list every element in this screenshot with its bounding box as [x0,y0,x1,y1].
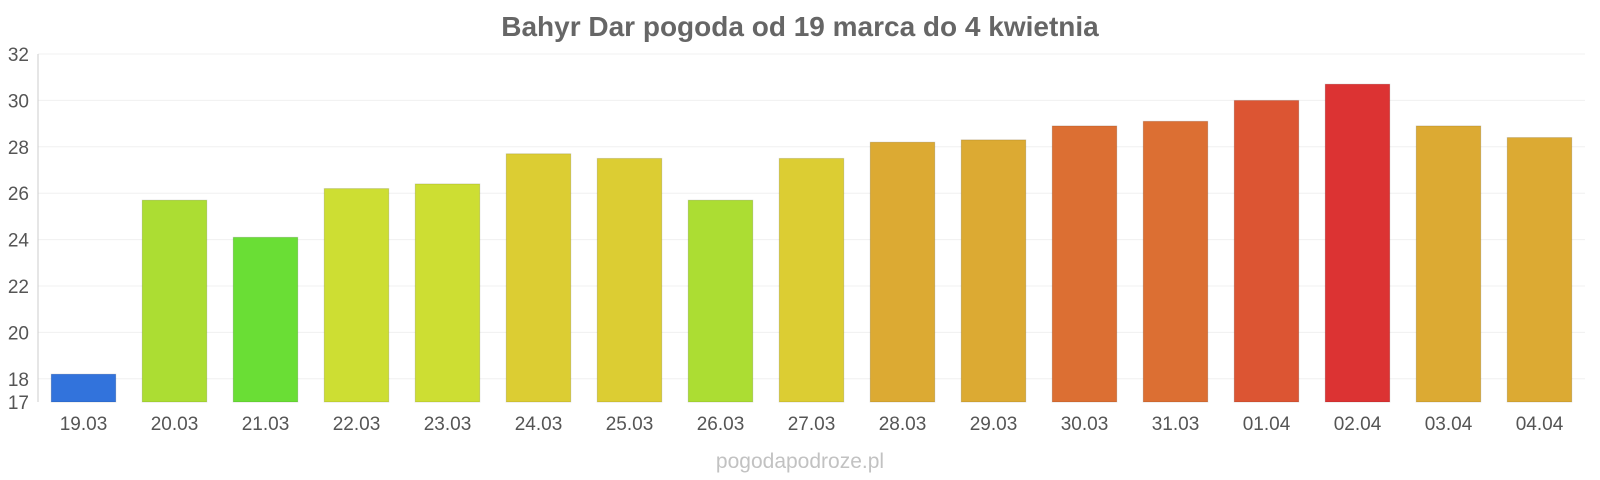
bar-30.03 [1051,125,1118,403]
bar-24.03 [505,153,572,403]
bar-20.03 [141,199,208,403]
y-tick-label: 24 [8,231,30,252]
x-tick-label: 27.03 [788,414,836,435]
bar-01.04 [1233,99,1300,403]
x-tick-label: 21.03 [242,414,290,435]
x-tick-label: 28.03 [879,414,927,435]
y-tick-label: 17 [8,393,29,414]
site-watermark: pogodapodroze.pl [715,450,885,473]
x-tick-label: 29.03 [970,414,1018,435]
y-tick-label: 30 [8,91,29,112]
chart-title: Bahyr Dar pogoda od 19 marca do 4 kwietn… [501,11,1099,42]
x-tick-label: 19.03 [60,414,108,435]
x-tick-label: 02.04 [1334,414,1382,435]
bar-26.03 [687,199,754,403]
bar-23.03 [414,183,481,403]
bars [50,83,1573,403]
bar-28.03 [869,141,936,403]
bar-31.03 [1142,120,1209,403]
x-axis-ticks: 19.03 20.03 21.03 22.03 23.03 24.03 25.03 26.03… [60,414,1564,435]
x-tick-label: 23.03 [424,414,472,435]
bar-02.04 [1324,83,1391,403]
bar-04.04 [1506,137,1573,403]
y-tick-label: 22 [8,277,29,298]
y-tick-label: 18 [8,370,29,391]
bar-27.03 [778,157,845,403]
x-tick-label: 22.03 [333,414,381,435]
y-tick-label: 28 [8,138,29,159]
x-tick-label: 30.03 [1061,414,1109,435]
bar-03.04 [1415,125,1482,403]
x-tick-label: 03.04 [1425,414,1473,435]
bar-19.03 [50,373,117,403]
y-tick-label: 32 [8,45,29,66]
bar-29.03 [960,139,1027,403]
x-tick-label: 20.03 [151,414,199,435]
x-tick-label: 26.03 [697,414,745,435]
bar-22.03 [323,188,390,403]
x-tick-label: 01.04 [1243,414,1291,435]
x-tick-label: 24.03 [515,414,563,435]
bar-21.03 [232,236,299,403]
bar-25.03 [596,157,663,403]
x-tick-label: 31.03 [1152,414,1200,435]
x-tick-label: 04.04 [1516,414,1564,435]
y-tick-label: 26 [8,184,29,205]
y-tick-label: 20 [8,323,29,344]
x-tick-label: 25.03 [606,414,654,435]
